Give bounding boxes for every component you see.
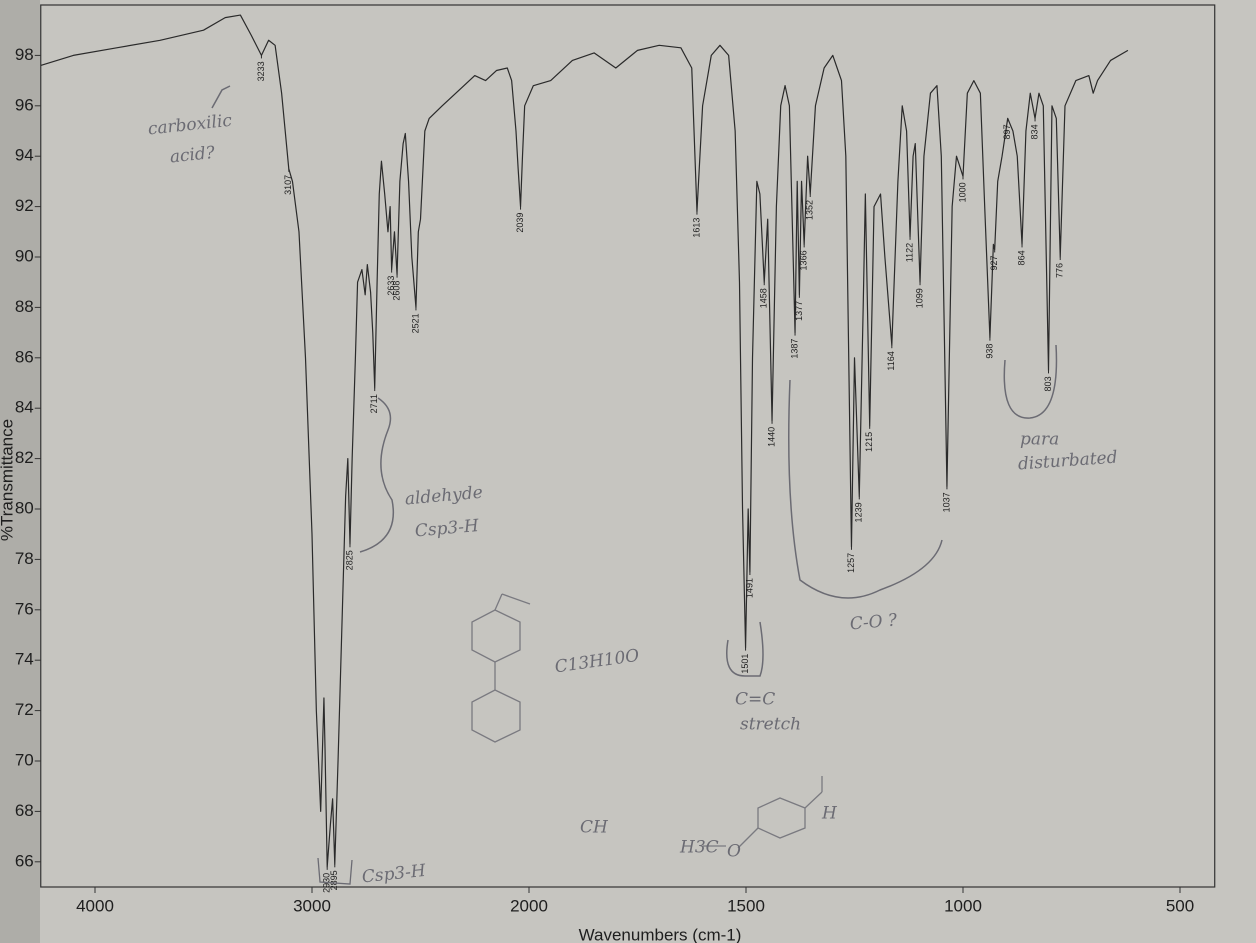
- x-tick-label: 3000: [293, 896, 331, 915]
- x-axis-label: Wavenumbers (cm-1): [579, 925, 742, 943]
- peak-label: 1613: [691, 218, 701, 238]
- peak-label: 2633: [386, 276, 396, 296]
- peak-label: 1257: [846, 553, 856, 573]
- y-tick-label: 88: [15, 297, 34, 316]
- y-tick-label: 66: [15, 851, 34, 870]
- peak-label: 1164: [886, 351, 896, 370]
- spectrum-line: [40, 14, 1129, 868]
- bond: [501, 593, 531, 605]
- peak-label: 927: [989, 255, 999, 270]
- y-tick-label: 72: [15, 700, 34, 719]
- peak-label: 1387: [789, 339, 799, 359]
- peak-label: 1037: [941, 492, 951, 512]
- peak-label: 776: [1055, 263, 1065, 278]
- bond: [804, 791, 823, 809]
- y-axis-label: %Transmittance: [0, 419, 16, 541]
- y-tick-label: 90: [15, 246, 34, 265]
- note-bracket: [317, 857, 353, 885]
- y-tick-label: 94: [15, 146, 34, 165]
- y-tick-label: 70: [15, 750, 34, 769]
- note-bracket: [788, 379, 943, 599]
- note: acid?: [169, 143, 217, 168]
- note-bracket: [726, 621, 764, 677]
- peak-label: 3233: [256, 61, 266, 81]
- note: stretch: [740, 715, 801, 735]
- peak-label: 1000: [957, 182, 967, 202]
- peak-label: 1440: [766, 427, 776, 447]
- peak-label: 1491: [744, 578, 754, 598]
- y-tick-label: 84: [15, 398, 34, 417]
- peak-label: 1377: [794, 301, 804, 321]
- bond: [737, 827, 759, 849]
- peak-label: 1366: [799, 250, 809, 270]
- x-tick-label: 1500: [727, 896, 765, 915]
- peak-label: 1122: [904, 243, 914, 262]
- peak-label: 1458: [759, 288, 769, 308]
- note-bracket: [1003, 344, 1058, 419]
- peak-label: 2039: [515, 213, 525, 233]
- peak-label: 2825: [344, 550, 354, 570]
- note: C=C: [735, 690, 775, 710]
- y-tick-label: 78: [15, 549, 34, 568]
- y-tick-label: 92: [15, 196, 34, 215]
- y-tick-label: 98: [15, 45, 34, 64]
- note: para: [1020, 430, 1059, 450]
- y-tick-label: 76: [15, 599, 34, 618]
- note: O: [727, 842, 741, 862]
- paper: [40, 0, 1256, 943]
- note: CH: [580, 818, 609, 838]
- note: H3C: [679, 838, 719, 858]
- plot-layer: 66 68 70 72 74 76 78 80 82 84 86 88 90 92 94 96 98 4000 30…: [15, 4, 1216, 915]
- peak-label: 938: [984, 344, 994, 359]
- ring: [471, 689, 521, 743]
- plot-frame: [40, 4, 1216, 888]
- peak-label: 1352: [805, 200, 815, 220]
- note: H: [821, 804, 838, 824]
- note-bracket: [359, 397, 394, 553]
- y-tick-label: 86: [15, 347, 34, 366]
- peak-label: 2711: [369, 394, 379, 413]
- x-tick-label: 500: [1166, 896, 1194, 915]
- peak-label: 1215: [864, 432, 874, 452]
- molecule-sketch: [471, 593, 823, 849]
- y-tick-label: 82: [15, 448, 34, 467]
- peak-label: 897: [1002, 124, 1012, 139]
- peak-label: 864: [1016, 250, 1026, 265]
- y-tick-label: 68: [15, 801, 34, 820]
- peak-label: 3107: [283, 175, 293, 195]
- x-tick-label: 2000: [510, 896, 548, 915]
- peak-label: 2521: [410, 313, 420, 333]
- y-tick-label: 96: [15, 95, 34, 114]
- peak-label: 1239: [854, 502, 864, 522]
- x-tick-label: 1000: [944, 896, 982, 915]
- peak-label: 1099: [914, 288, 924, 308]
- peak-label: 2895: [329, 870, 339, 890]
- y-tick-label: 80: [15, 498, 34, 517]
- bond: [494, 593, 503, 611]
- note-arrow: [211, 85, 231, 109]
- x-tick-label: 4000: [76, 896, 114, 915]
- note: C-O ?: [849, 610, 899, 634]
- peak-label: 834: [1029, 124, 1039, 139]
- peak-label: 2608: [391, 281, 401, 301]
- y-tick-label: 74: [15, 650, 34, 669]
- peak-label: 1501: [740, 654, 750, 674]
- peak-label: 803: [1043, 376, 1053, 391]
